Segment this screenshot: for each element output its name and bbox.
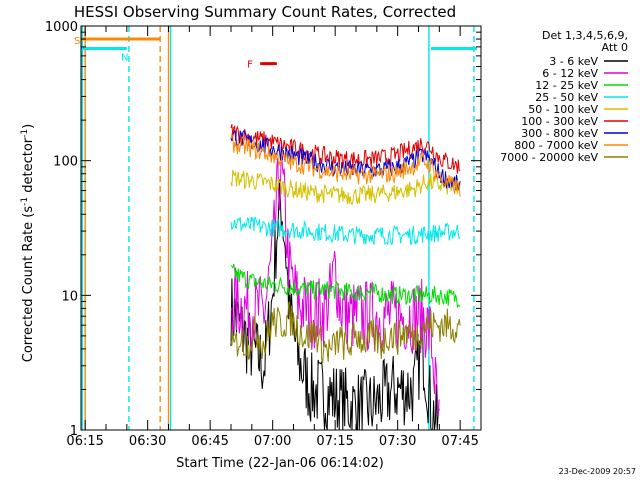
y-tick-label-0: 1 [70,424,78,439]
x-tick-label-6: 07:45 [441,434,478,449]
plot-axes: 06:15 06:30 06:45 07:00 07:15 07:30 07:45 1 10 10… [45,20,482,449]
series-line-4 [230,169,461,206]
flag-label-1: N [121,53,128,64]
y-tick-label-1: 10 [61,289,78,304]
x-tick-label-1: 06:30 [129,434,166,449]
observing-flag-lines [81,26,475,430]
series-line-5 [230,124,461,174]
series-line-8 [230,300,461,364]
x-tick-label-5: 07:30 [379,434,416,449]
chart-title: HESSI Observing Summary Count Rates, Cor… [74,3,456,21]
y-axis-label-sup2: -1 [20,129,30,138]
series-line-0 [230,179,440,431]
y-tick-label-2: 100 [53,155,78,170]
legend-entry-3: 25 - 50 keV [535,91,598,104]
series-line-3 [230,216,461,246]
series-line-2 [230,263,461,308]
legend-title-1: Det 1,3,4,5,6,9, [542,29,628,42]
series-line-6 [230,129,461,191]
y-tick-label-3: 1000 [45,20,78,35]
flag-label-0: S [74,36,80,47]
legend-entry-1: 6 - 12 keV [542,67,598,80]
y-axis-label-main: Corrected Count Rate (s [21,206,36,363]
x-tick-label-4: 07:15 [316,434,353,449]
legend-entry-7: 800 - 7000 keV [514,139,598,152]
legend-entry-2: 12 - 25 keV [535,79,598,92]
series-group [230,124,461,431]
series-line-1 [230,142,440,417]
legend-entry-4: 50 - 100 keV [528,103,598,116]
footer-date: 23-Dec-2009 20:57 [559,467,636,476]
legend-entry-8: 7000 - 20000 keV [500,151,598,164]
legend-entry-0: 3 - 6 keV [549,55,598,68]
x-tick-label-2: 06:45 [191,434,228,449]
x-tick-label-3: 07:00 [254,434,291,449]
legend-title-2: Att 0 [602,41,628,54]
x-axis-label: Start Time (22-Jan-06 06:14:02) [176,456,384,471]
y-axis-label-mid: detector [21,137,36,197]
x-tick-label-0: 06:15 [66,434,103,449]
y-axis-label-sup1: -1 [20,197,30,206]
observing-flags: S N F [74,36,477,71]
series-line-7 [230,132,461,197]
y-axis-label-end: ) [21,124,36,129]
legend-entry-6: 300 - 800 keV [521,127,598,140]
y-axis-label: Corrected Count Rate (s-1 detector-1) [20,124,36,362]
flag-label-3: F [247,60,253,71]
legend-entry-5: 100 - 300 keV [521,115,598,128]
plot-frame [80,25,482,431]
